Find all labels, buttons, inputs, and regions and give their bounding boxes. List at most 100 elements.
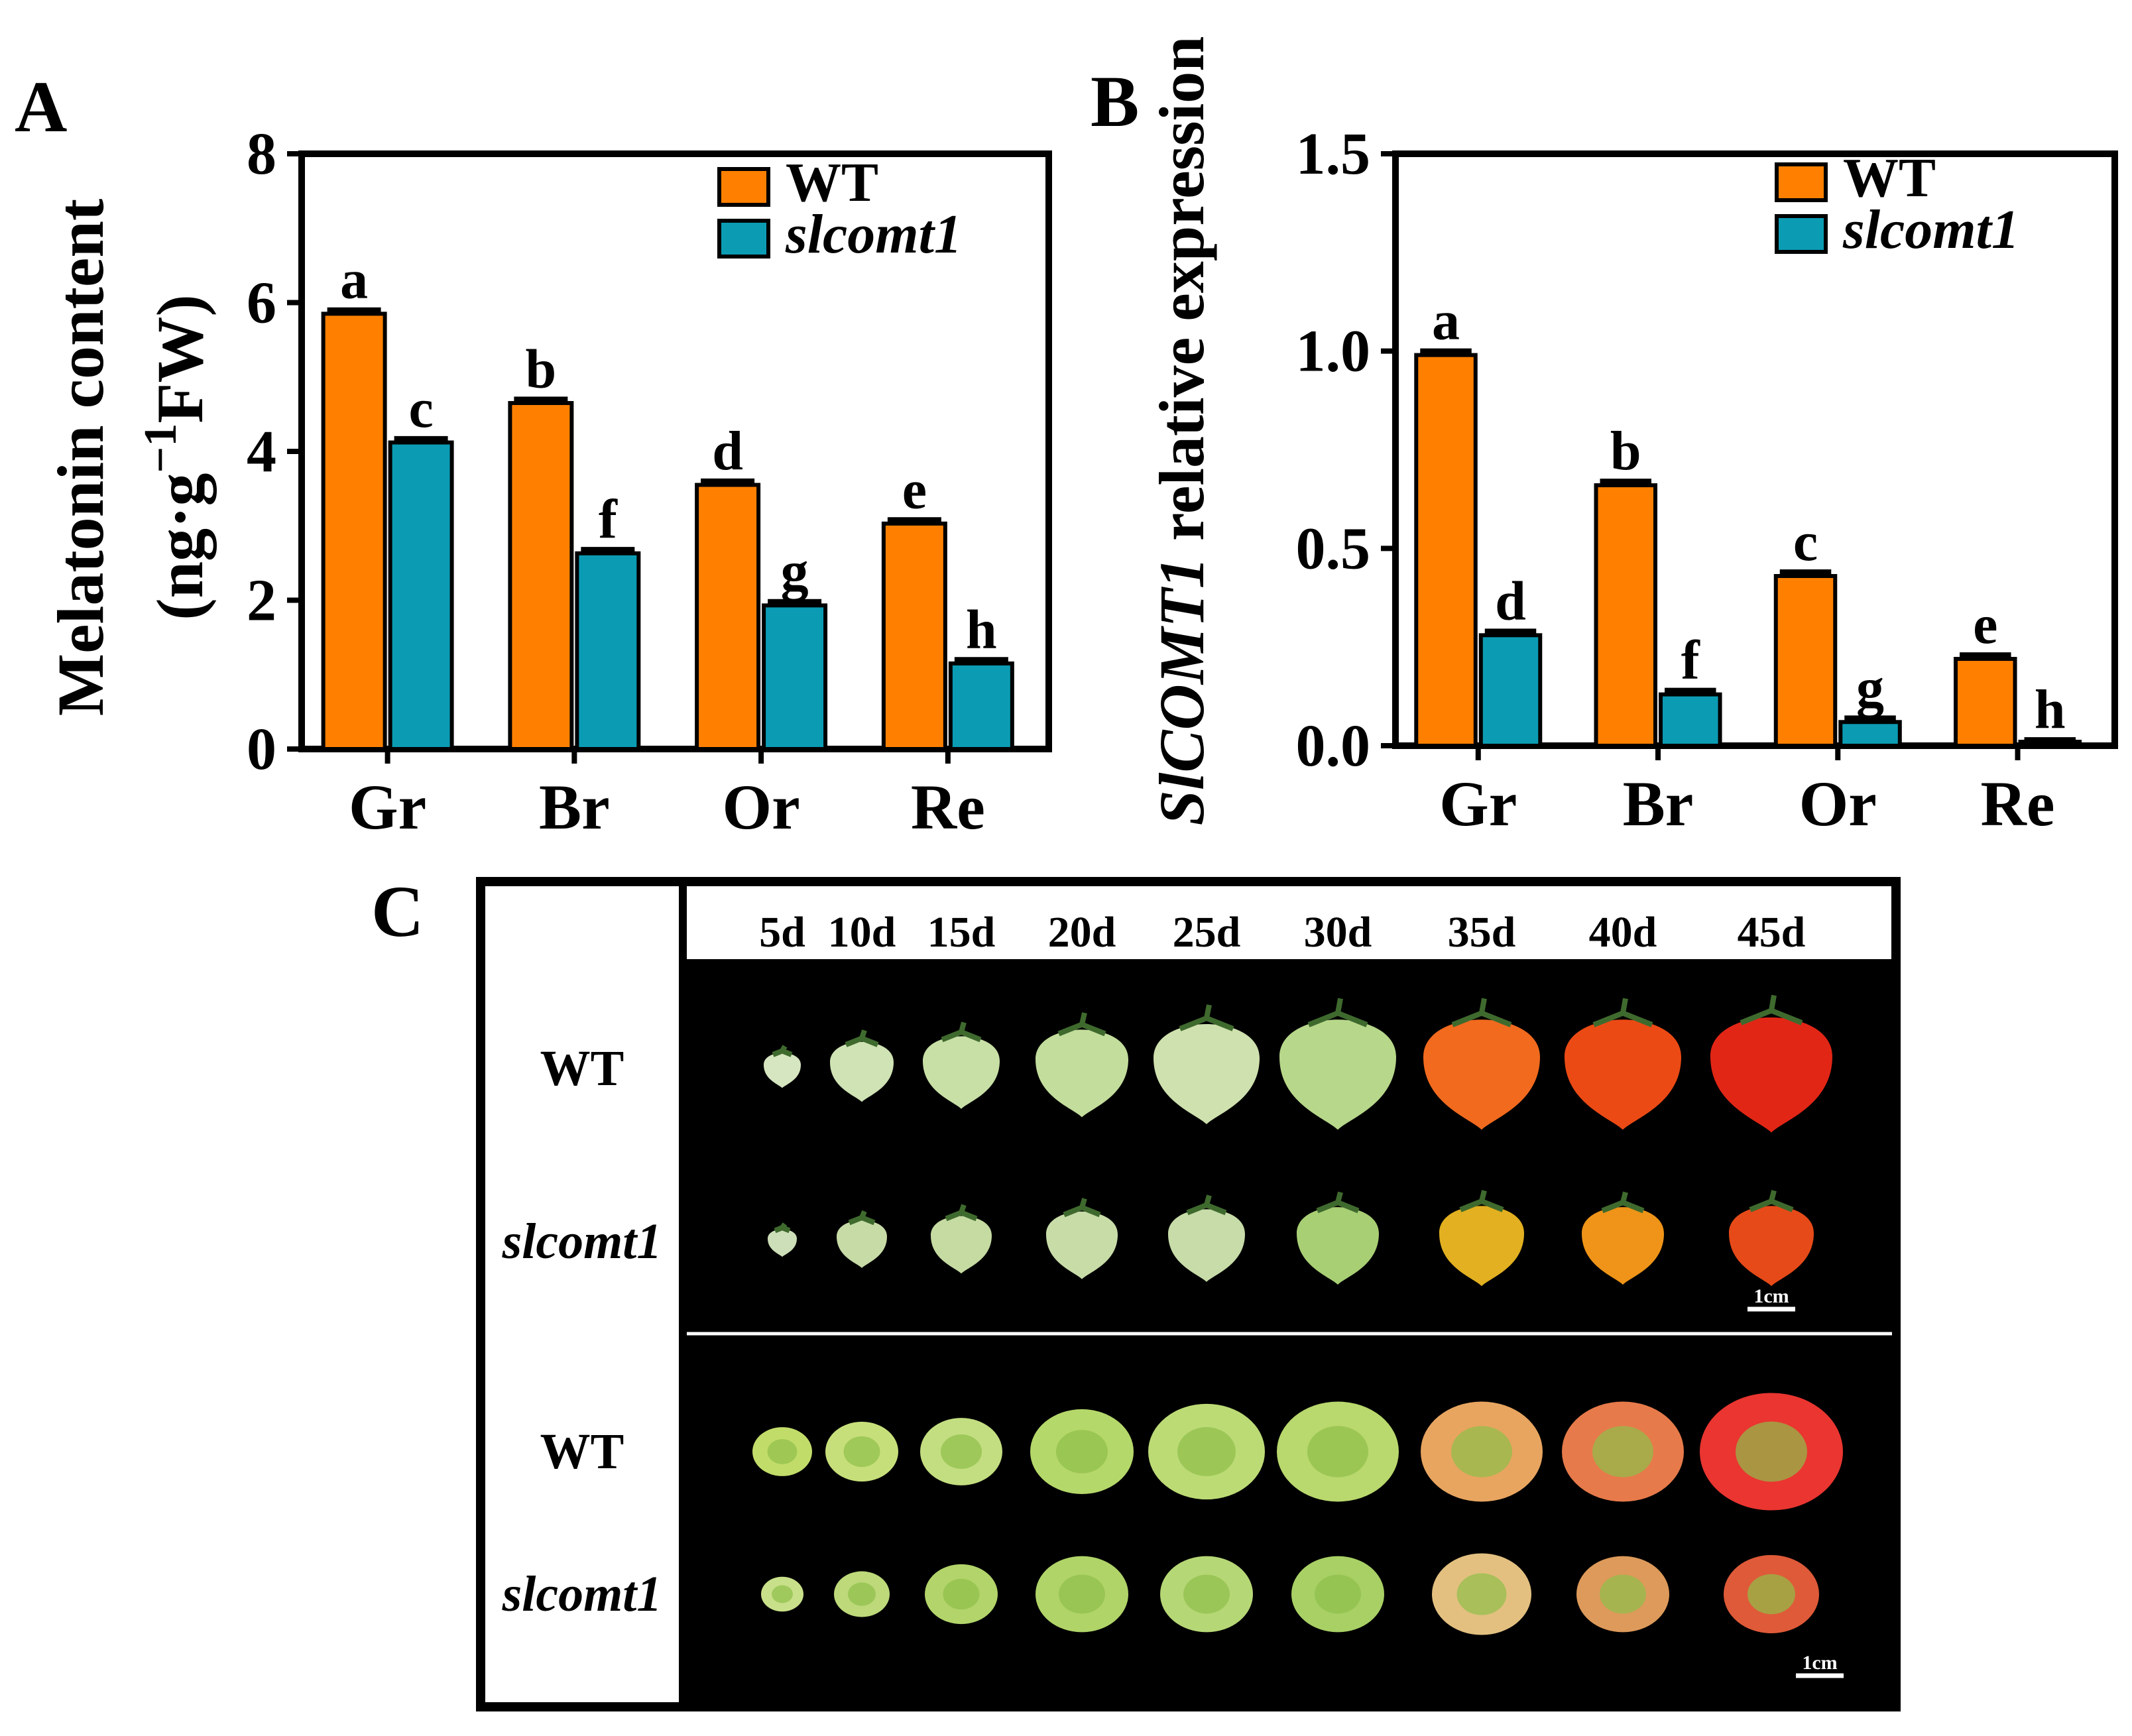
locule (1315, 1574, 1361, 1614)
y-axis-label: SlCOMT1 relative expression (1146, 36, 1217, 825)
panel-a-letter: A (15, 66, 67, 147)
plot-frame (1392, 150, 2118, 749)
slcomt1-bar (1659, 692, 1722, 748)
slcomt1-whole-fruit (1297, 1207, 1379, 1285)
locule (1600, 1574, 1646, 1614)
x-tick-label: Gr (1439, 768, 1517, 839)
legend-label-slcomt1: slcomt1 (1842, 199, 2019, 260)
significance-letter: g (781, 541, 809, 603)
y-tick-label: 8 (247, 121, 276, 187)
significance-letter: g (1856, 657, 1884, 719)
y-tick-label: 6 (247, 270, 276, 336)
calyx (848, 1210, 876, 1226)
row-label: WT (540, 1424, 624, 1479)
calyx (1316, 1191, 1360, 1214)
wt-whole-fruit (1154, 1024, 1260, 1124)
significance-letter: e (902, 459, 927, 520)
wt-bar (881, 521, 947, 751)
locule (1747, 1574, 1795, 1615)
calyx (1749, 1190, 1794, 1212)
locule (767, 1439, 798, 1464)
day-label: 20d (1048, 908, 1116, 956)
wt-bar (508, 401, 574, 751)
wt-whole-fruit (1710, 1017, 1832, 1133)
slcomt1-bar (1478, 633, 1543, 748)
significance-letter: c (408, 378, 433, 439)
wt-whole-fruit (830, 1041, 894, 1102)
slcomt1-whole-fruit (1168, 1209, 1245, 1282)
legend-swatch-slcomt1 (717, 219, 770, 259)
significance-letter: a (1432, 290, 1460, 352)
locule (1056, 1430, 1108, 1474)
row-label: slcomt1 (502, 1214, 662, 1269)
x-tick-label: Re (1981, 768, 2055, 839)
x-tick-label: Gr (349, 772, 426, 842)
wt-bar (1594, 483, 1658, 748)
panel-c-photo-grid: 5d 10d 15d 20d 25d 30d 35d 40d 45d WT slcomt1 WT slc… (476, 877, 1901, 1711)
wt-bar (695, 483, 761, 751)
wt-whole-fruit (1423, 1019, 1540, 1130)
slcomt1-bar (1838, 720, 1902, 748)
wt-whole-fruit (1036, 1029, 1128, 1118)
calyx (1451, 998, 1512, 1027)
locule (1059, 1574, 1105, 1614)
locule (772, 1585, 793, 1603)
row-label: WT (540, 1041, 624, 1096)
significance-letter: d (712, 420, 743, 482)
calyx (1307, 998, 1368, 1027)
wt-bar (1954, 657, 2017, 748)
y-tick-label: 4 (247, 419, 276, 485)
locule (1183, 1574, 1230, 1614)
locule (848, 1582, 876, 1606)
locule (943, 1578, 980, 1610)
slcomt1-whole-fruit (837, 1220, 887, 1268)
calyx (1740, 994, 1803, 1025)
calyx (1057, 1012, 1106, 1037)
scale-bar-label: 1cm (1802, 1652, 1837, 1674)
calyx (1063, 1198, 1101, 1218)
panel-b-letter: B (1091, 61, 1139, 142)
x-tick-label: Br (539, 772, 610, 842)
wt-bar (1773, 574, 1838, 748)
calyx (772, 1045, 793, 1057)
day-label: 30d (1304, 908, 1372, 956)
y-tick-label: 1.5 (1296, 121, 1371, 187)
day-label: 40d (1589, 908, 1657, 956)
calyx (1186, 1194, 1227, 1216)
day-label: 5d (759, 908, 805, 956)
slcomt1-whole-fruit (1582, 1207, 1664, 1285)
y-axis-label: Melatonin content (44, 199, 117, 716)
legend-swatch-wt (717, 167, 770, 207)
significance-letter: f (599, 489, 618, 550)
panel-c-letter: C (371, 871, 424, 952)
locule (1456, 1573, 1507, 1615)
locule (1307, 1426, 1368, 1477)
row-label: slcomt1 (502, 1566, 662, 1622)
locule (1177, 1427, 1236, 1476)
day-label: 25d (1173, 908, 1241, 956)
scale-bar-label: 1cm (1753, 1285, 1789, 1307)
locule (1736, 1421, 1807, 1482)
wt-whole-fruit (764, 1053, 801, 1088)
locule (843, 1436, 880, 1468)
y-axis-label-units: (ng·g−1FW) (135, 294, 217, 620)
y-tick-label: 0.5 (1296, 516, 1371, 581)
slcomt1-bar (762, 603, 828, 751)
calyx (1179, 1004, 1234, 1031)
significance-letter: a (340, 249, 368, 311)
wt-whole-fruit (1279, 1019, 1396, 1130)
significance-letter: d (1495, 570, 1526, 632)
day-label: 15d (927, 908, 996, 956)
y-tick-label: 0.0 (1296, 713, 1371, 779)
slcomt1-whole-fruit (931, 1216, 992, 1274)
x-tick-label: Or (722, 772, 800, 842)
legend-swatch-wt (1775, 162, 1828, 202)
calyx (941, 1021, 982, 1043)
slcomt1-whole-fruit (768, 1229, 797, 1257)
significance-letter: f (1681, 630, 1700, 691)
significance-letter: h (966, 599, 997, 660)
slcomt1-whole-fruit (1729, 1206, 1814, 1287)
